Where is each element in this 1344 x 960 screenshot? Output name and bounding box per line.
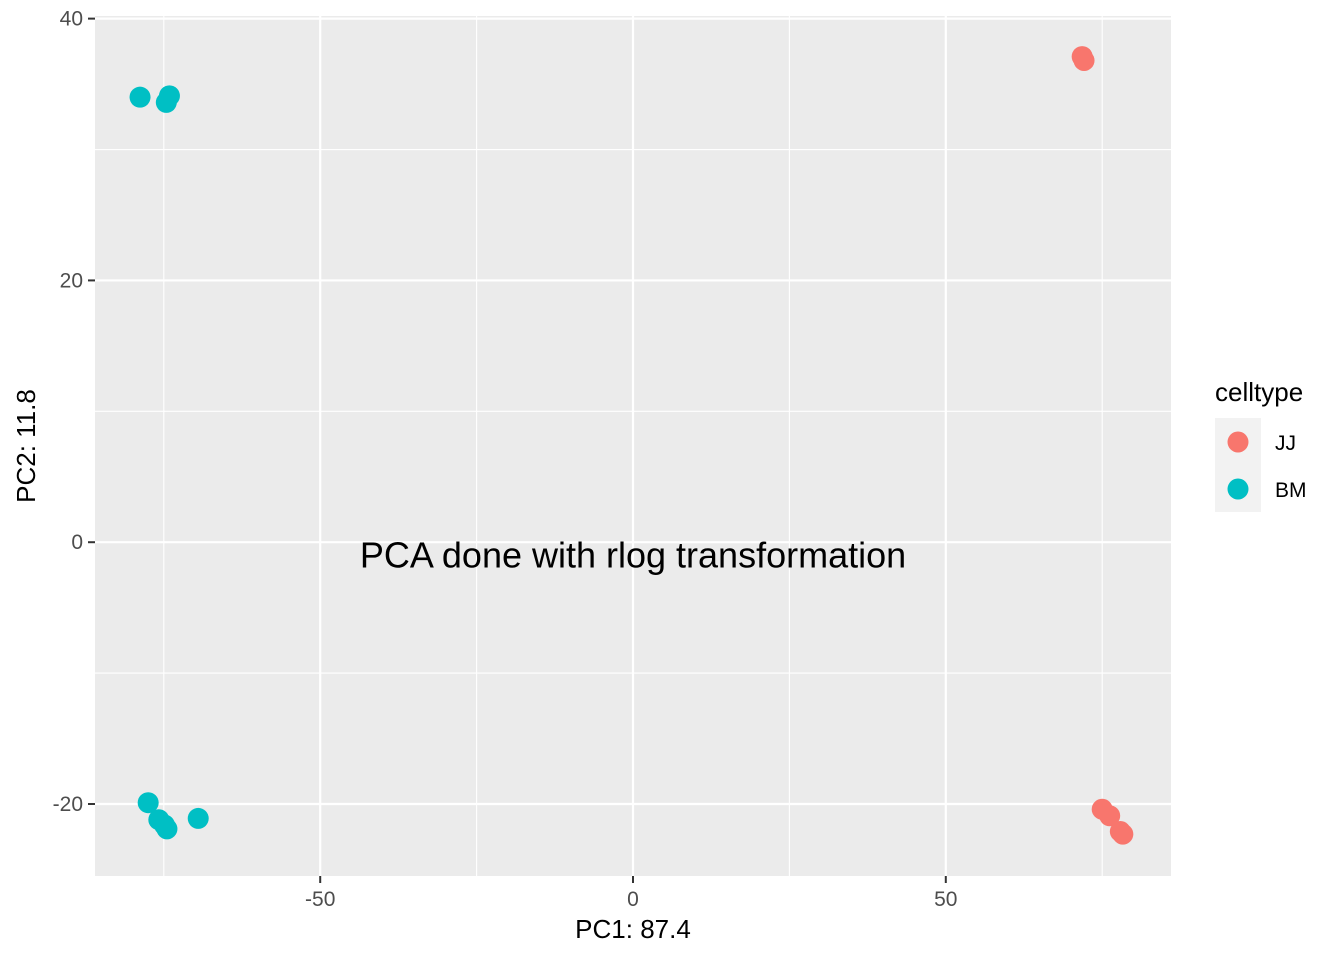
y-axis: -20 0 20 40 (53, 8, 95, 816)
x-axis: -50 0 50 (305, 876, 957, 911)
x-tick-label: -50 (305, 888, 335, 911)
data-point-jj (1112, 823, 1134, 845)
data-point-jj (1099, 805, 1121, 827)
y-tick-label: 40 (60, 8, 83, 31)
data-points (129, 46, 1134, 845)
data-point-bm (155, 91, 177, 113)
legend-key-bm (1227, 478, 1249, 500)
y-tick-label: -20 (53, 793, 83, 816)
data-point-bm (156, 818, 178, 840)
y-tick-label: 20 (60, 269, 83, 292)
data-point-bm (137, 792, 159, 814)
x-axis-title: PC1: 87.4 (575, 914, 691, 944)
x-tick-label: 0 (627, 888, 639, 911)
legend: celltype JJ BM (1215, 377, 1307, 512)
data-point-bm (187, 807, 209, 829)
y-tick-label: 0 (71, 531, 83, 554)
annotation-text: PCA done with rlog transformation (360, 534, 906, 575)
data-point-jj (1073, 50, 1095, 72)
y-axis-title: PC2: 11.8 (11, 389, 41, 503)
legend-label-jj: JJ (1275, 432, 1296, 455)
legend-label-bm: BM (1275, 479, 1307, 502)
legend-title: celltype (1215, 377, 1303, 407)
x-tick-label: 50 (934, 888, 957, 911)
grid-major (95, 16, 1171, 876)
data-point-bm (129, 86, 151, 108)
legend-key-jj (1227, 431, 1249, 453)
